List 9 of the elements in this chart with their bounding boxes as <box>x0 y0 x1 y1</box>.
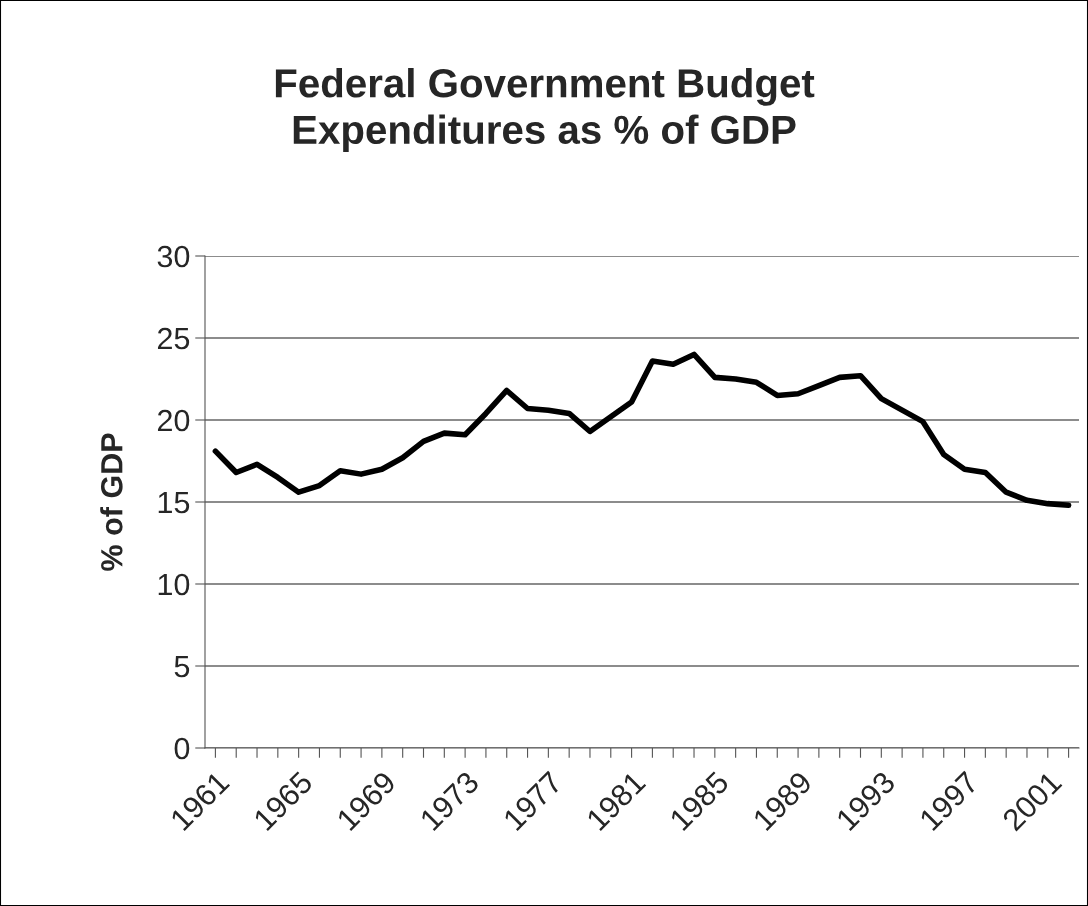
y-tick-label: 15 <box>158 492 190 514</box>
y-tick-label: 5 <box>174 656 190 678</box>
y-tick-label: 30 <box>157 245 190 268</box>
y-tick-label: 0 <box>174 737 190 760</box>
y-tick-label: 20 <box>157 409 190 432</box>
chart-title: Federal Government Budget Expenditures as % of GDP <box>275 67 815 153</box>
y-tick-label: 10 <box>158 573 190 596</box>
y-tick-label: 25 <box>157 327 190 350</box>
y-axis-title: % of GDP <box>100 433 123 571</box>
